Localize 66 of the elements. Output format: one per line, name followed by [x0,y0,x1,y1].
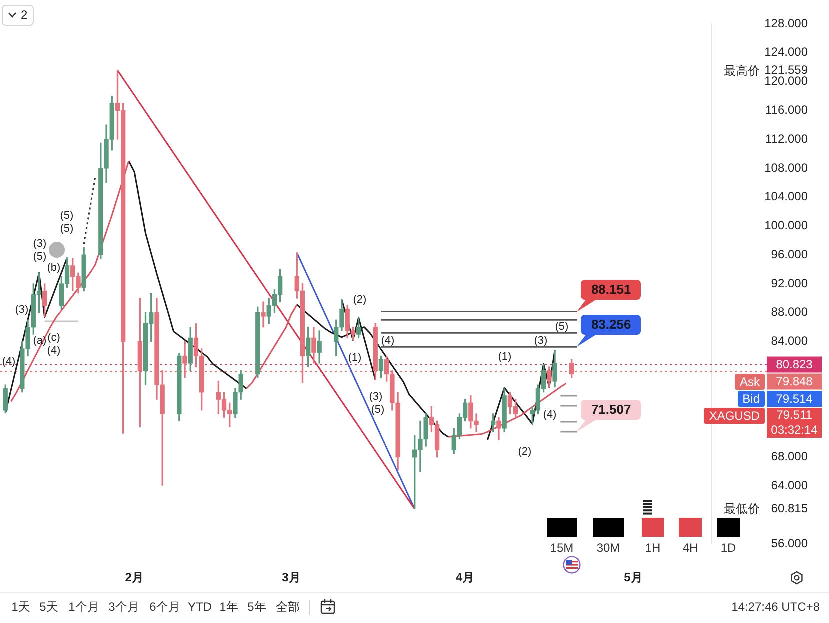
wave-label: (3) [369,391,383,403]
wave-label: (1) [498,351,512,363]
wave-label: (3) [15,304,29,316]
price-label: Ask [734,374,765,390]
wave-label: (5) [60,210,74,222]
x-tick-label: 4月 [456,570,475,585]
y-tick-label: 121.559 [764,62,808,77]
pane-count: 2 [21,8,28,22]
price-label: 03:32:14 [767,422,822,438]
ref-line-label: 80.823 [776,358,814,372]
y-tick-label: 128.000 [764,16,808,30]
wave-label: (c) [48,332,60,344]
wave-label: (3) [33,238,47,250]
wave-label: (5) [33,251,47,263]
y-tick-label: 112.000 [766,132,808,146]
wave-label: (5) [60,223,74,235]
price-label: 79.511 [767,408,822,422]
y-tick-label: 96.000 [771,247,808,262]
wave-label: (5) [371,404,385,416]
price-label: Bid [738,390,765,407]
x-tick-label: 2月 [125,570,144,585]
extreme-label: 最低价 [724,502,760,516]
timeframe-label: 4H [682,541,698,555]
wave-label: (4) [2,356,16,368]
wave-label: (1) [348,352,362,364]
wave-label: (b) [47,262,61,274]
range-label: 1年 [220,600,238,614]
wave-label: (4) [47,345,61,357]
range-label: 5年 [248,600,266,614]
y-tick-label: 108.000 [764,160,808,175]
price-label: 79.514 [767,390,822,407]
extreme-label: 最高价 [724,64,760,78]
y-tick-label: 104.000 [764,190,808,204]
timeframe-label: 30M [596,541,620,555]
wave-label: (5) [555,320,569,333]
range-label: 1天 [12,600,30,614]
ref-line-label: 79.848 [776,374,814,389]
range-label: 3个月 [108,600,140,614]
range-label: 1个月 [68,600,100,614]
wave-label: (4) [381,334,395,346]
range-label: 6个月 [150,600,180,614]
y-tick-label: 56.000 [771,536,808,550]
range-label: 全部 [276,600,300,614]
y-tick-label: 88.000 [771,305,808,320]
x-tick-label: 5月 [624,570,643,585]
y-tick-label: 120.000 [764,74,808,88]
timeframe-label: 1H [645,541,661,555]
y-tick-label: 60.815 [771,502,808,516]
range-label: YTD [188,600,212,614]
y-tick-label: 100.000 [764,218,808,233]
timeframe-label: 1D [720,541,736,555]
price-label: XAGUSD [704,408,765,424]
y-tick-label: 92.000 [771,276,808,290]
wave-label: (4) [543,409,557,421]
wave-label: (3) [534,334,548,346]
wave-label: (2) [518,446,532,458]
x-tick-label: 3月 [282,570,301,585]
wave-label: (2) [353,294,367,306]
y-tick-label: 68.000 [771,450,808,464]
time-label: 14:27:46 UTC+8 [732,600,820,614]
y-tick-label: 116.000 [766,102,808,117]
range-label: 5天 [40,600,58,614]
timeframe-label: 15M [550,541,574,555]
y-tick-label: 64.000 [771,478,808,493]
y-tick-label: 84.000 [771,334,808,348]
y-tick-label: 124.000 [764,45,808,60]
